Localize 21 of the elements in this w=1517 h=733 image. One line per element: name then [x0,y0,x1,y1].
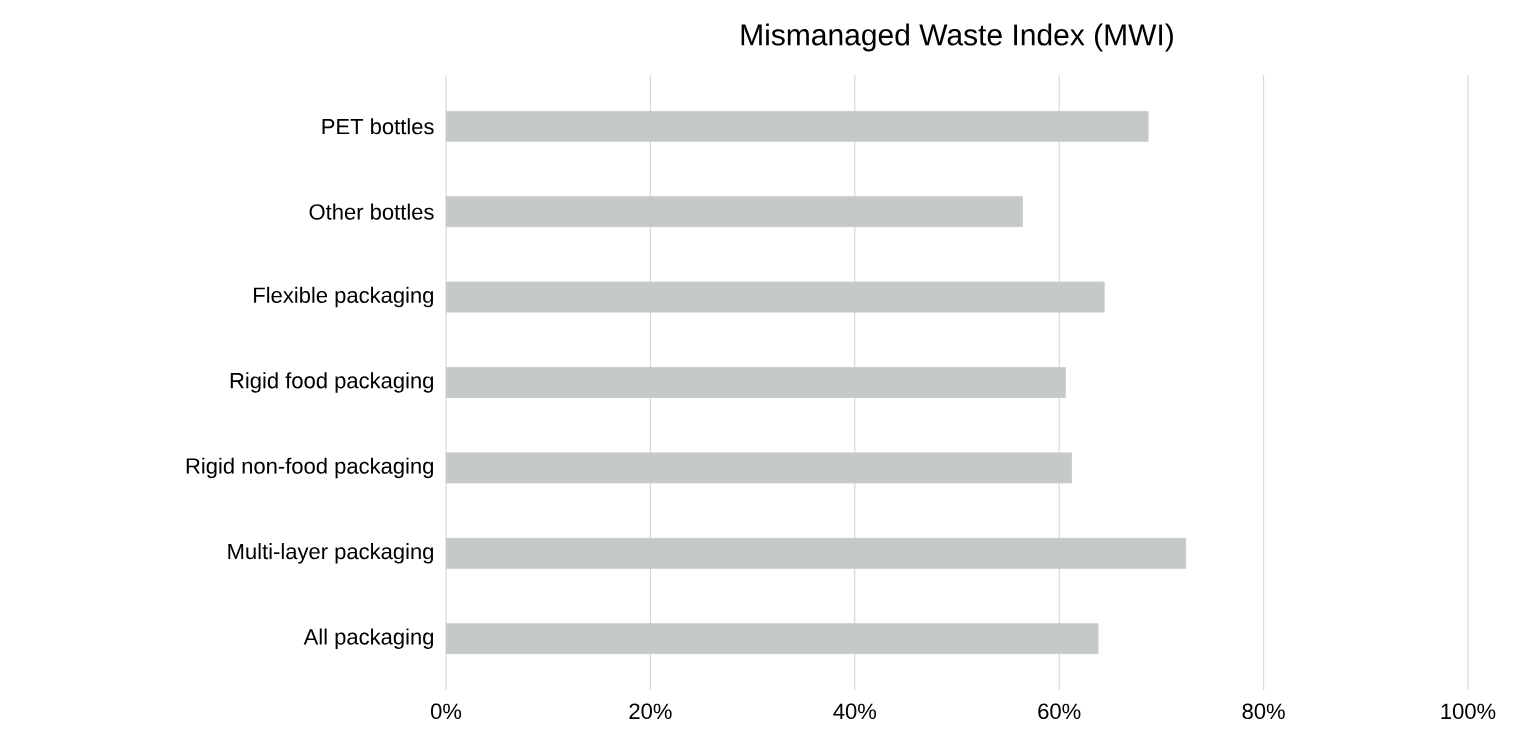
y-tick-label: PET bottles [322,118,434,135]
y-tick-label: Rigid food packaging [230,372,433,393]
bar [446,281,1105,313]
y-tick-label: Flexible packaging [254,286,433,308]
y-tick-label: Multi-layer packaging [228,543,433,564]
bar [446,110,1149,142]
bar [446,452,1072,484]
x-tick-label: 60% [1038,703,1081,720]
x-tick-label: 40% [833,703,877,720]
bar [446,196,1023,228]
bar [446,623,1099,655]
x-tick-label: 20% [629,703,672,720]
x-tick-label: 0% [430,703,462,720]
y-tick-label: All packaging [303,628,434,649]
x-tick-label: 100% [1441,703,1496,720]
chart-title: Mismanaged Waste Index (MWI) [741,23,1173,52]
x-tick-label: 80% [1242,703,1285,720]
y-tick-label: Rigid non-food packaging [186,457,433,479]
y-tick-label: Other bottles [309,203,434,220]
bar [446,537,1187,569]
bar [446,367,1066,398]
